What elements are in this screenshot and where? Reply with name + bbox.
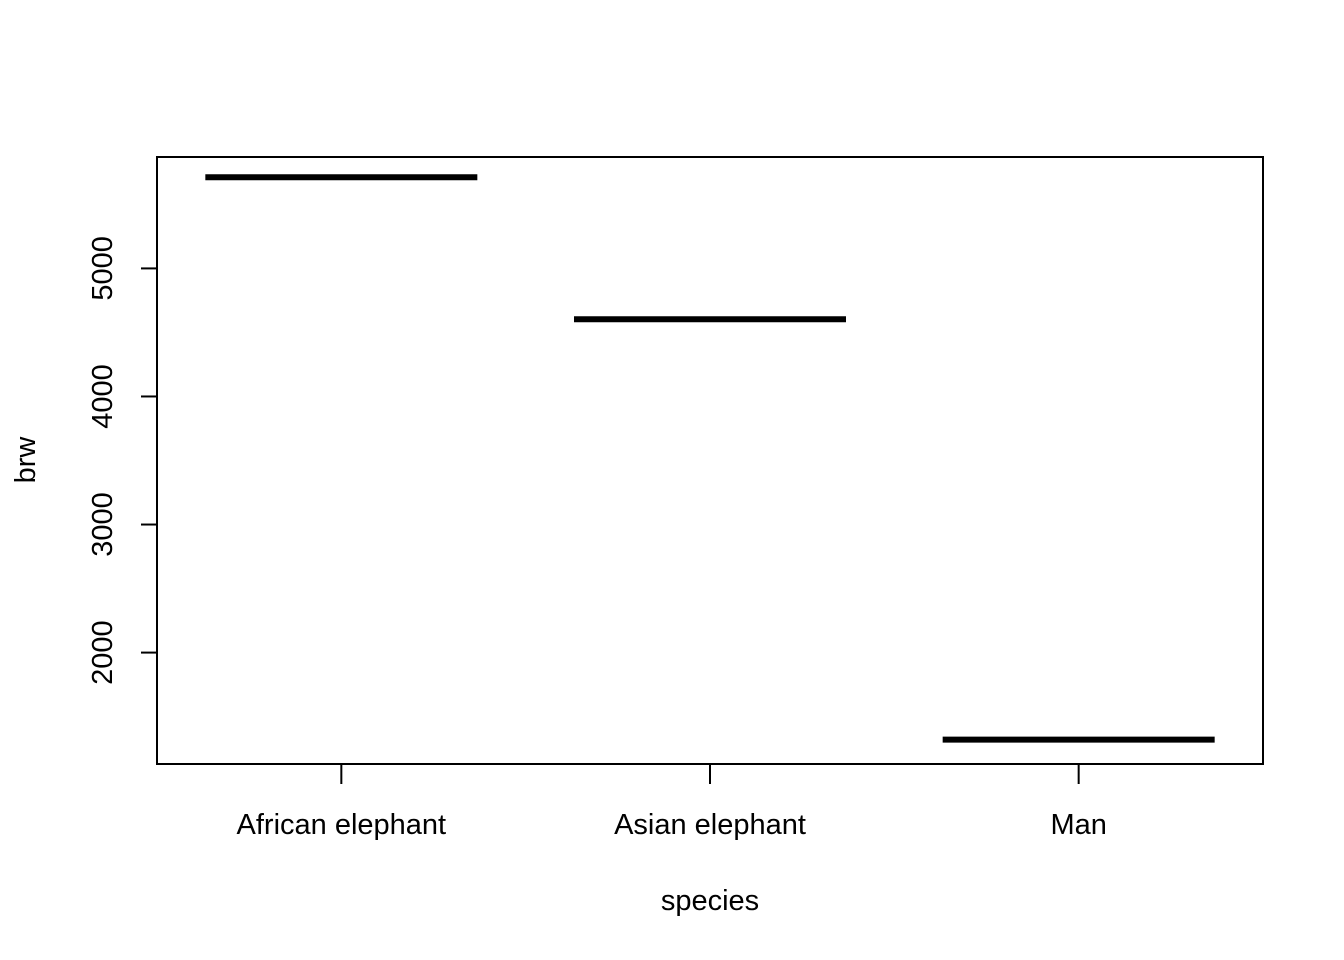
y-tick-label: 5000 [87,236,119,301]
chart-marks [205,174,1215,743]
y-tick-label: 2000 [87,620,119,685]
y-axis: 2000 3000 4000 5000 [87,236,158,685]
x-tick-label: African elephant [237,809,447,841]
x-tick-label: Man [1050,809,1106,841]
x-tick-label: Asian elephant [614,809,806,841]
x-axis: African elephant Asian elephant Man [237,764,1107,841]
y-tick-label: 4000 [87,364,119,429]
x-axis-label: species [661,885,759,917]
y-tick-label: 3000 [87,492,119,557]
y-axis-label: brw [10,436,42,484]
